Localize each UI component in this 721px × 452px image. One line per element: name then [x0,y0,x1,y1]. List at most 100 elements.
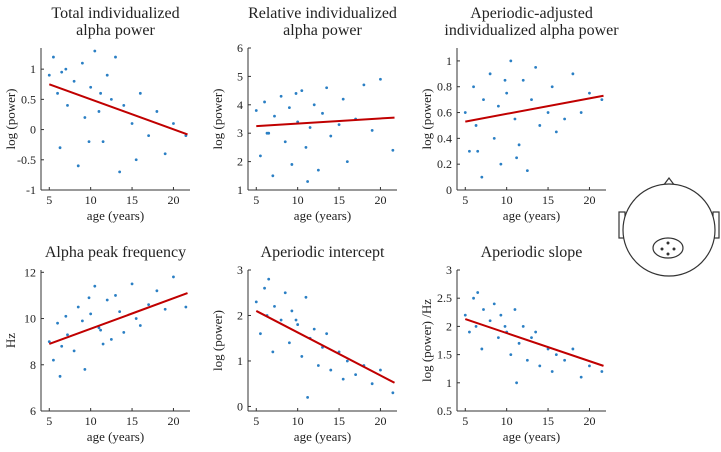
data-point [304,146,308,149]
data-point [517,143,521,147]
data-point [468,149,471,153]
data-point [563,117,567,121]
data-point [391,148,395,152]
chart-title: alpha power [76,22,155,39]
data-point [563,358,567,362]
data-point [97,326,101,330]
data-point [521,78,525,82]
data-point [463,313,467,317]
data-point [109,97,113,101]
data-point [505,91,509,95]
fit-line [48,83,188,136]
data-point [476,291,480,294]
y-tick-label: 4 [237,98,243,112]
panel: Aperiodic intercept 5 10 15 20 0 1 2 3 age (years… [210,244,397,444]
data-point [546,111,550,114]
head [622,183,716,277]
x-tick-label: 5 [46,193,52,207]
y-tick-label: 0.8 [437,80,452,94]
y-tick-label: 0.6 [437,106,452,120]
data-point [60,70,64,74]
y-tick-label: 3 [237,126,243,140]
data-point [579,111,583,114]
x-tick-label: 15 [126,193,138,207]
data-point [294,92,298,95]
data-point [259,154,262,158]
chart-title: Relative individualized [248,5,397,22]
data-point [509,59,513,63]
data-point [496,104,500,108]
data-point [56,321,59,325]
data-point [114,55,117,59]
y-tick-label: 3 [237,263,243,277]
data-point [130,282,134,286]
data-point [254,109,258,112]
data-point [122,104,126,107]
data-point [147,303,151,307]
data-point [56,91,59,95]
data-point [76,164,80,168]
y-tick-label: 12 [24,265,36,279]
data-point [534,65,538,69]
data-point [163,152,167,156]
y-tick-label: 6 [30,404,36,418]
data-point [99,328,102,332]
data-point [80,319,84,323]
x-tick-label: 20 [167,414,179,428]
data-point [379,368,382,372]
data-point [89,312,93,316]
data-point [515,156,518,160]
data-point [52,358,55,362]
data-point [122,331,126,334]
data-point [370,382,374,386]
data-point [379,77,382,81]
y-tick-label: 0.5 [21,92,36,106]
data-point [521,325,525,328]
data-point [83,367,87,371]
data-point [503,78,507,82]
chart-title: individualized alpha power [444,22,619,39]
data-point [316,364,320,367]
x-tick-label: 5 [462,193,468,207]
x-tick-label: 20 [167,193,179,207]
data-point [300,89,304,92]
chart-title: Alpha peak frequency [45,244,186,261]
data-point [474,325,478,328]
data-point [80,61,84,65]
chart-title: Aperiodic slope [481,244,583,261]
y-tick-label: -0.5 [17,153,36,167]
data-point [138,91,142,95]
data-point [93,284,97,288]
data-point [97,110,101,113]
data-point [530,98,533,102]
x-axis-label: age (years) [294,208,351,223]
data-point [362,83,366,87]
x-tick-label: 20 [583,193,595,207]
head-diagram [618,177,720,277]
data-point [571,72,575,76]
data-point [263,100,266,104]
data-point [287,341,291,345]
x-tick-label: 20 [583,414,595,428]
data-point [184,305,188,309]
data-point [571,347,575,351]
data-point [155,110,159,113]
data-point [530,336,533,340]
x-tick-label: 15 [542,414,554,428]
data-point [463,111,467,114]
data-point [492,136,496,140]
y-tick-label: 0.2 [437,157,452,171]
y-tick-label: 1 [237,183,243,197]
x-tick-label: 15 [333,414,345,428]
data-point [287,106,291,110]
data-point [89,85,93,89]
data-point [273,114,276,118]
y-tick-label: 6 [237,41,243,55]
data-point [488,72,492,76]
data-point [482,98,485,102]
fit-line [48,292,188,345]
y-tick-label: 1 [446,54,452,68]
